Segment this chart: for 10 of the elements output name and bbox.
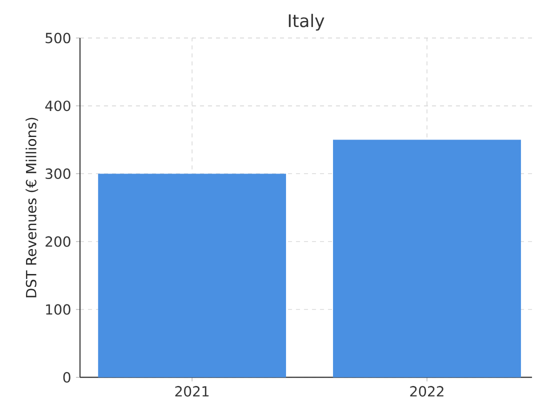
y-tick-label: 400 [45,100,70,112]
y-tick-label: 100 [46,304,70,315]
chart-title: Italy [288,14,324,31]
x-tick-label: 2021 [175,386,209,397]
y-tick-label: 300 [46,168,70,180]
y-axis-title: DST Revenues (€ Millions) [26,118,38,298]
y-tick-label: 200 [46,236,70,247]
x-tick-label: 2022 [410,386,444,397]
y-tick-label: 0 [63,372,70,383]
y-tick-label: 500 [46,32,70,44]
